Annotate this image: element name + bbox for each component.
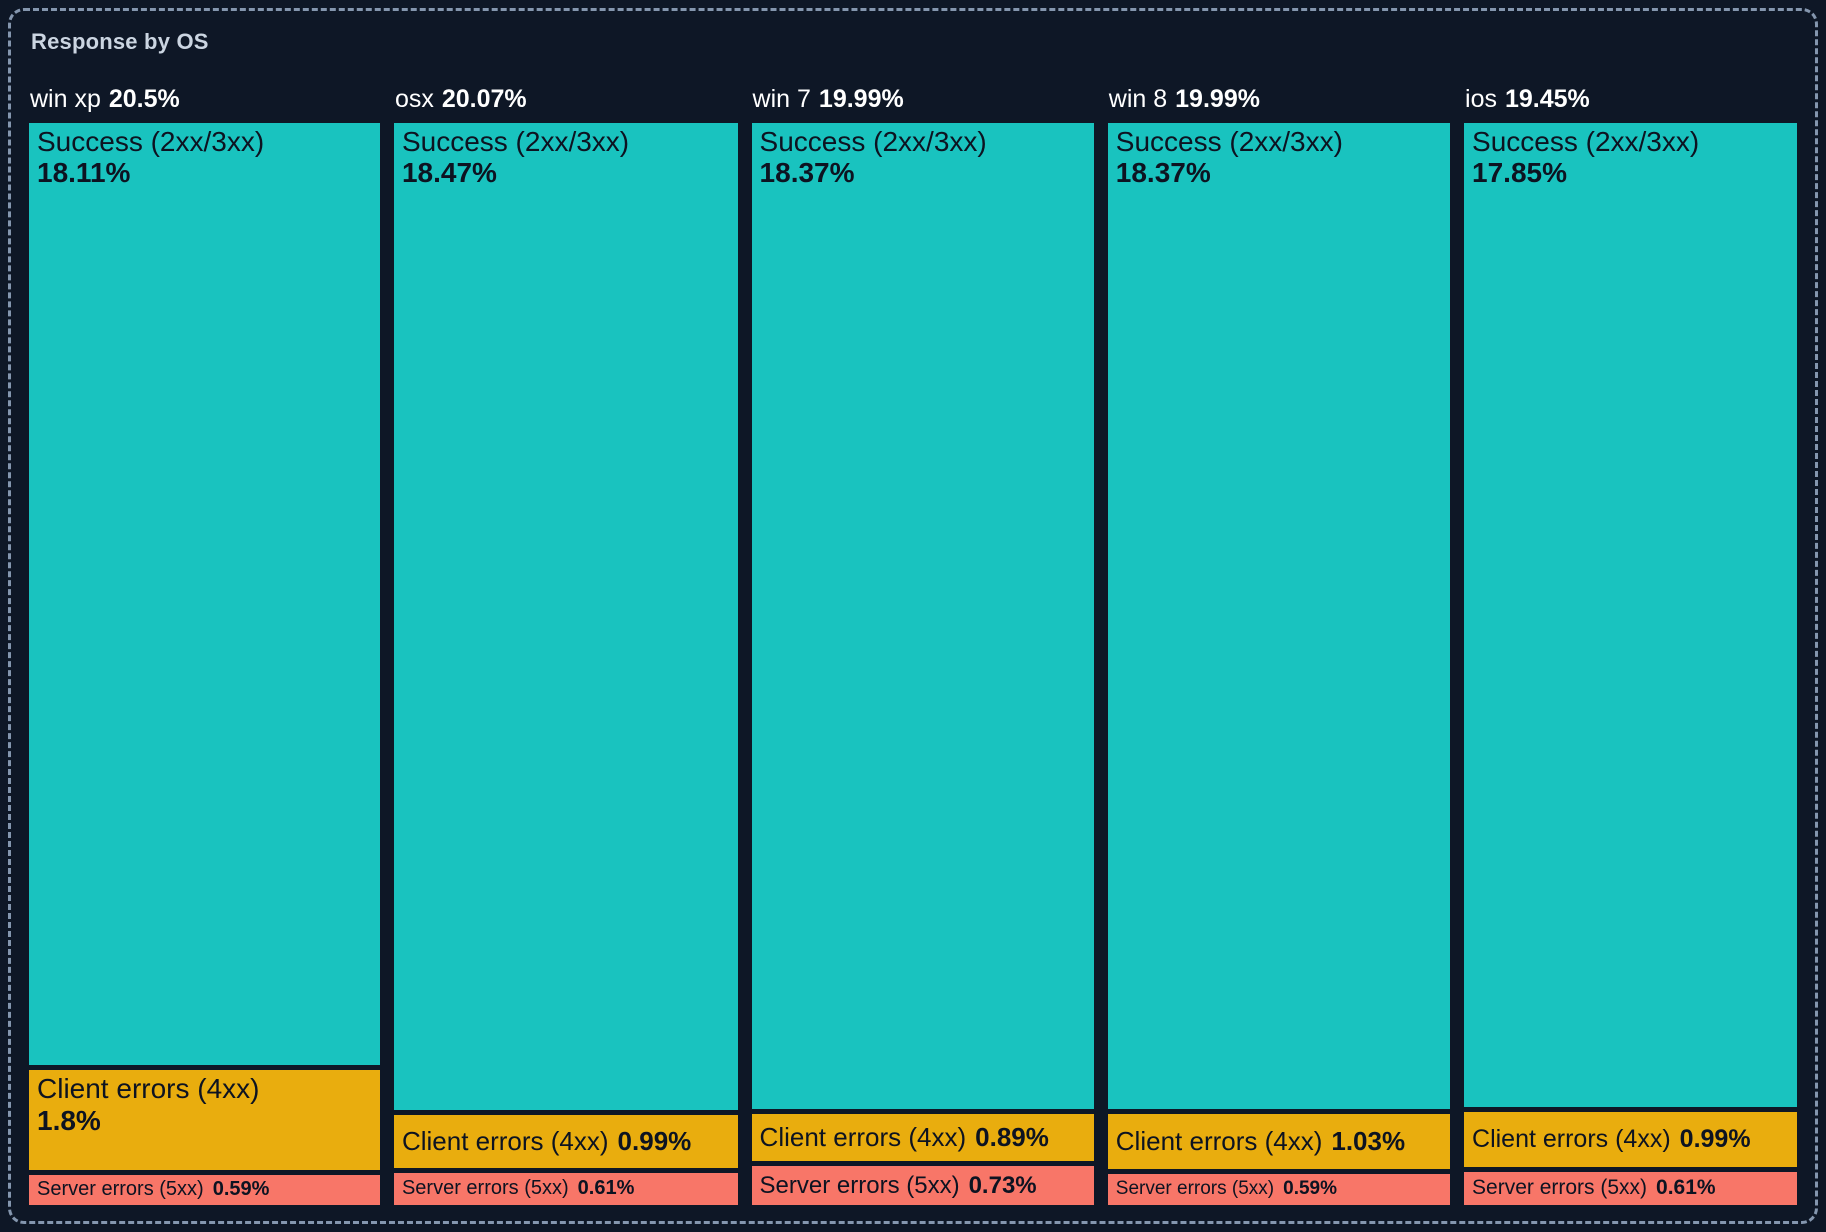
- segment-stack: Success (2xx/3xx) 17.85% Client errors (…: [1464, 123, 1797, 1206]
- column-header-win-xp: win xp 20.5%: [30, 85, 380, 114]
- client-errors-segment[interactable]: Client errors (4xx) 1.03%: [1107, 1113, 1451, 1169]
- segment-value: 18.11%: [37, 157, 131, 189]
- segment-value: 18.37%: [1115, 157, 1211, 189]
- os-total-pct: 19.45%: [1504, 85, 1590, 113]
- os-label: win xp: [30, 85, 101, 113]
- segment-label: Client errors (4xx): [759, 1121, 967, 1152]
- success-segment[interactable]: Success (2xx/3xx) 18.11%: [29, 123, 380, 1066]
- treemap-column-osx: osx 20.07% Success (2xx/3xx) 18.47% Clien…: [393, 85, 738, 1205]
- segment-label: Success (2xx/3xx): [759, 126, 987, 157]
- segment-label: Success (2xx/3xx): [1472, 126, 1700, 157]
- segment-stack: Success (2xx/3xx) 18.11% Client errors (…: [29, 123, 380, 1205]
- os-total-pct: 20.5%: [108, 85, 180, 113]
- segment-value: 1.03%: [1331, 1125, 1406, 1156]
- client-errors-segment[interactable]: Client errors (4xx) 0.99%: [393, 1115, 738, 1168]
- client-errors-segment[interactable]: Client errors (4xx) 0.89%: [751, 1113, 1094, 1162]
- segment-value: 0.61%: [577, 1177, 635, 1200]
- os-label: osx: [394, 85, 434, 113]
- os-label: ios: [1465, 85, 1497, 113]
- segment-value: 0.59%: [1283, 1178, 1338, 1200]
- column-header-ios: ios 19.45%: [1465, 85, 1797, 114]
- success-segment[interactable]: Success (2xx/3xx) 17.85%: [1464, 123, 1797, 1108]
- server-errors-segment[interactable]: Server errors (5xx) 0.59%: [29, 1174, 380, 1205]
- segment-label: Success (2xx/3xx): [37, 126, 265, 157]
- segment-value: 0.73%: [968, 1171, 1037, 1199]
- panel-title: Response by OS: [31, 29, 209, 54]
- os-total-pct: 20.07%: [441, 85, 527, 113]
- treemap-column-win-xp: win xp 20.5% Success (2xx/3xx) 18.11% Cli…: [29, 85, 380, 1205]
- segment-stack: Success (2xx/3xx) 18.47% Client errors (…: [393, 123, 738, 1205]
- server-errors-segment[interactable]: Server errors (5xx) 0.61%: [393, 1172, 738, 1205]
- segment-value: 0.99%: [1679, 1124, 1751, 1153]
- os-label: win 8: [1108, 85, 1168, 113]
- segment-stack: Success (2xx/3xx) 18.37% Client errors (…: [751, 123, 1094, 1205]
- treemap-chart: win xp 20.5% Success (2xx/3xx) 18.11% Cli…: [29, 85, 1797, 1206]
- segment-value: 18.47%: [401, 157, 497, 189]
- segment-label: Server errors (5xx): [759, 1171, 960, 1199]
- os-total-pct: 19.99%: [1175, 85, 1260, 113]
- segment-label: Client errors (4xx): [1115, 1125, 1323, 1156]
- client-errors-segment[interactable]: Client errors (4xx) 1.8%: [29, 1070, 380, 1170]
- segment-label: Server errors (5xx): [37, 1178, 204, 1201]
- treemap-column-ios: ios 19.45% Success (2xx/3xx) 17.85% Clien…: [1464, 85, 1797, 1206]
- segment-label: Client errors (4xx): [37, 1073, 260, 1105]
- segment-value: 18.37%: [759, 157, 855, 189]
- server-errors-segment[interactable]: Server errors (5xx) 0.73%: [751, 1166, 1094, 1205]
- segment-value: 0.99%: [617, 1125, 692, 1156]
- segment-label: Client errors (4xx): [1472, 1124, 1671, 1153]
- success-segment[interactable]: Success (2xx/3xx) 18.47%: [393, 123, 738, 1111]
- segment-value: 0.59%: [212, 1178, 270, 1201]
- segment-value: 0.61%: [1656, 1176, 1716, 1200]
- server-errors-segment[interactable]: Server errors (5xx) 0.59%: [1107, 1173, 1451, 1205]
- client-errors-segment[interactable]: Client errors (4xx) 0.99%: [1464, 1112, 1797, 1167]
- column-header-win-7: win 7 19.99%: [753, 85, 1094, 114]
- server-errors-segment[interactable]: Server errors (5xx) 0.61%: [1464, 1171, 1797, 1206]
- segment-value: 1.8%: [37, 1104, 101, 1136]
- os-label: win 7: [752, 85, 811, 113]
- segment-label: Server errors (5xx): [401, 1177, 569, 1200]
- treemap-column-win-7: win 7 19.99% Success (2xx/3xx) 18.37% Cli…: [751, 85, 1094, 1205]
- segment-label: Success (2xx/3xx): [1115, 126, 1343, 157]
- os-total-pct: 19.99%: [818, 85, 904, 113]
- segment-label: Client errors (4xx): [401, 1125, 609, 1156]
- segment-label: Success (2xx/3xx): [401, 126, 630, 157]
- panel-frame: Response by OS win xp 20.5% Success (2xx/…: [8, 8, 1818, 1224]
- segment-label: Server errors (5xx): [1472, 1176, 1648, 1200]
- segment-value: 17.85%: [1472, 157, 1567, 189]
- column-header-win-8: win 8 19.99%: [1109, 85, 1450, 114]
- segment-label: Server errors (5xx): [1115, 1178, 1275, 1200]
- segment-stack: Success (2xx/3xx) 18.37% Client errors (…: [1107, 123, 1451, 1205]
- success-segment[interactable]: Success (2xx/3xx) 18.37%: [751, 123, 1094, 1109]
- segment-value: 0.89%: [975, 1121, 1049, 1152]
- success-segment[interactable]: Success (2xx/3xx) 18.37%: [1107, 123, 1451, 1109]
- treemap-column-win-8: win 8 19.99% Success (2xx/3xx) 18.37% Cli…: [1107, 85, 1451, 1205]
- column-header-osx: osx 20.07%: [395, 85, 738, 114]
